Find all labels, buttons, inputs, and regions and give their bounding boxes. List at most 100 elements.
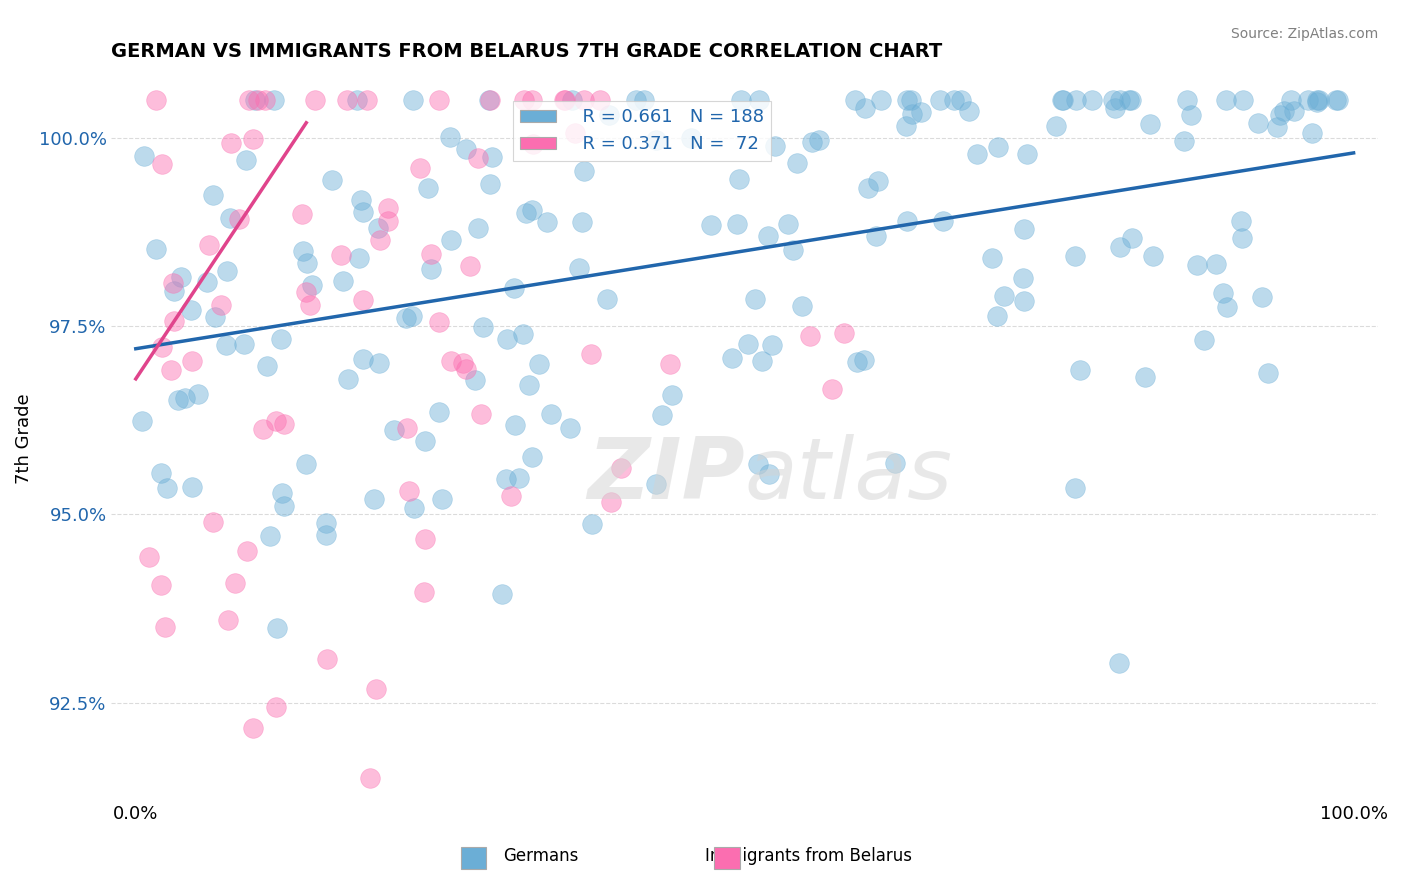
- Point: [896, 93, 918, 107]
- Point: [1081, 93, 1104, 107]
- Point: [681, 131, 703, 145]
- Point: [748, 93, 770, 107]
- Point: [579, 347, 602, 361]
- Point: [243, 93, 266, 107]
- Point: [501, 489, 523, 503]
- Point: [756, 228, 779, 243]
- Point: [730, 93, 752, 107]
- Point: [297, 255, 319, 269]
- Point: [572, 93, 595, 107]
- Point: [150, 341, 173, 355]
- Point: [202, 188, 225, 202]
- Point: [180, 303, 202, 318]
- Point: [451, 356, 474, 370]
- Point: [832, 326, 855, 341]
- Point: [519, 378, 541, 392]
- Point: [315, 516, 337, 530]
- Point: [572, 164, 595, 178]
- Point: [1052, 93, 1074, 107]
- Point: [1101, 93, 1123, 107]
- Point: [266, 699, 288, 714]
- Point: [868, 174, 890, 188]
- Point: [846, 355, 869, 369]
- Point: [659, 357, 682, 371]
- Point: [170, 270, 193, 285]
- Point: [901, 107, 924, 121]
- Point: [700, 218, 723, 232]
- Point: [1064, 249, 1087, 263]
- Point: [856, 181, 879, 195]
- Point: [943, 93, 966, 107]
- Point: [1265, 120, 1288, 135]
- Point: [1301, 126, 1323, 140]
- Point: [298, 298, 321, 312]
- Point: [540, 407, 562, 421]
- Point: [661, 388, 683, 402]
- Point: [356, 93, 378, 107]
- Point: [800, 136, 823, 150]
- Point: [219, 136, 242, 150]
- Point: [633, 93, 655, 107]
- Point: [259, 529, 281, 543]
- Point: [215, 337, 238, 351]
- Point: [377, 213, 399, 227]
- Point: [150, 157, 173, 171]
- Point: [1119, 93, 1142, 107]
- Point: [852, 352, 875, 367]
- Point: [412, 585, 434, 599]
- Point: [1118, 93, 1140, 107]
- Point: [883, 456, 905, 470]
- Point: [763, 138, 786, 153]
- Point: [645, 133, 668, 147]
- Point: [645, 477, 668, 491]
- Point: [197, 238, 219, 252]
- Point: [163, 314, 186, 328]
- Point: [155, 620, 177, 634]
- Point: [520, 450, 543, 464]
- Point: [329, 248, 352, 262]
- Point: [900, 93, 922, 107]
- Point: [294, 457, 316, 471]
- Point: [513, 93, 536, 107]
- Point: [1052, 93, 1074, 107]
- Point: [402, 93, 425, 107]
- Point: [790, 300, 813, 314]
- Text: Germans: Germans: [503, 847, 579, 865]
- Point: [316, 652, 339, 666]
- Point: [1012, 222, 1035, 236]
- Point: [1069, 363, 1091, 377]
- Point: [458, 259, 481, 273]
- Point: [571, 215, 593, 229]
- Point: [1257, 366, 1279, 380]
- Point: [149, 466, 172, 480]
- Point: [725, 217, 748, 231]
- Point: [467, 220, 489, 235]
- Point: [721, 351, 744, 365]
- Point: [1279, 93, 1302, 107]
- Point: [238, 93, 260, 107]
- Point: [1205, 257, 1227, 271]
- Point: [568, 260, 591, 275]
- Point: [821, 382, 844, 396]
- Point: [218, 211, 240, 225]
- Point: [910, 105, 932, 120]
- Point: [527, 357, 550, 371]
- Point: [786, 156, 808, 170]
- Point: [966, 147, 988, 161]
- Point: [1064, 93, 1087, 107]
- Point: [1109, 93, 1132, 107]
- Point: [332, 275, 354, 289]
- Point: [246, 93, 269, 107]
- Point: [624, 93, 647, 107]
- Point: [481, 151, 503, 165]
- Point: [291, 207, 314, 221]
- Point: [1104, 101, 1126, 115]
- Point: [1251, 290, 1274, 304]
- Point: [162, 277, 184, 291]
- Point: [844, 93, 866, 107]
- Point: [1308, 93, 1330, 107]
- Point: [512, 327, 534, 342]
- Point: [134, 149, 156, 163]
- Point: [467, 151, 489, 165]
- Point: [201, 516, 224, 530]
